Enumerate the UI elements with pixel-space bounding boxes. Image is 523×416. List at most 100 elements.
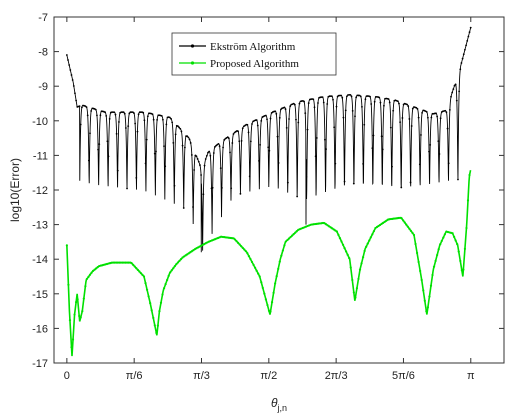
- point-ekstrom: [65, 54, 68, 56]
- point-proposed: [119, 261, 122, 264]
- point-ekstrom: [292, 102, 295, 105]
- point-proposed: [423, 299, 426, 302]
- point-ekstrom: [344, 109, 347, 112]
- point-ekstrom: [448, 108, 451, 111]
- point-ekstrom: [351, 109, 354, 112]
- point-ekstrom: [219, 167, 222, 169]
- point-ekstrom: [104, 111, 106, 114]
- point-ekstrom: [295, 118, 297, 121]
- point-ekstrom: [451, 91, 454, 94]
- point-ekstrom: [223, 139, 226, 141]
- point-proposed: [258, 275, 261, 278]
- point-ekstrom: [122, 111, 125, 114]
- point-ekstrom: [459, 68, 462, 71]
- point-proposed: [82, 297, 85, 300]
- point-ekstrom: [364, 98, 367, 101]
- point-ekstrom: [447, 162, 450, 165]
- point-proposed: [181, 256, 184, 259]
- y-tick-label: -8: [38, 47, 48, 59]
- point-proposed: [377, 224, 380, 228]
- point-ekstrom: [134, 122, 137, 125]
- point-ekstrom: [178, 126, 181, 129]
- point-ekstrom: [116, 169, 119, 172]
- point-ekstrom: [464, 48, 466, 51]
- point-ekstrom: [362, 162, 364, 165]
- legend-label-proposed: Proposed Algorithm: [210, 58, 299, 70]
- point-proposed: [167, 274, 170, 277]
- point-proposed: [281, 249, 284, 252]
- point-ekstrom: [217, 142, 220, 145]
- point-ekstrom: [142, 111, 145, 114]
- point-proposed: [369, 236, 372, 239]
- point-ekstrom: [209, 154, 212, 157]
- point-proposed: [237, 241, 240, 244]
- point-ekstrom: [86, 114, 89, 117]
- point-ekstrom: [340, 94, 342, 97]
- point-ekstrom: [277, 162, 280, 164]
- point-proposed: [145, 288, 149, 291]
- point-ekstrom: [231, 142, 234, 144]
- x-tick-label: 0: [64, 370, 70, 382]
- point-ekstrom: [313, 106, 316, 109]
- point-ekstrom: [298, 102, 301, 105]
- point-ekstrom: [383, 104, 385, 107]
- point-ekstrom: [276, 135, 279, 138]
- point-proposed: [329, 226, 332, 229]
- point-ekstrom: [455, 99, 458, 102]
- point-ekstrom: [190, 154, 193, 156]
- point-proposed: [375, 225, 379, 229]
- point-proposed: [257, 272, 260, 275]
- point-ekstrom: [317, 102, 319, 104]
- point-ekstrom: [379, 101, 382, 104]
- point-ekstrom: [411, 107, 414, 110]
- point-ekstrom: [256, 124, 259, 127]
- point-proposed: [294, 231, 297, 234]
- point-proposed: [127, 261, 130, 264]
- point-proposed: [328, 225, 331, 228]
- point-proposed: [76, 298, 79, 301]
- point-proposed: [335, 230, 338, 233]
- point-proposed: [164, 283, 167, 286]
- x-tick-label: π/3: [193, 370, 210, 382]
- y-tick-label: -12: [32, 185, 48, 197]
- point-ekstrom: [197, 160, 200, 163]
- point-proposed: [158, 310, 161, 313]
- point-ekstrom: [87, 159, 90, 162]
- point-proposed: [156, 324, 159, 327]
- point-proposed: [403, 221, 406, 224]
- point-proposed: [451, 232, 454, 235]
- point-proposed: [412, 233, 416, 237]
- point-proposed: [426, 306, 429, 309]
- point-ekstrom: [218, 145, 221, 148]
- point-proposed: [422, 289, 425, 292]
- point-ekstrom: [221, 186, 223, 189]
- point-ekstrom: [359, 95, 362, 98]
- point-ekstrom: [124, 127, 127, 129]
- point-ekstrom: [462, 53, 465, 56]
- point-ekstrom: [230, 187, 233, 190]
- y-tick-label: -13: [32, 220, 48, 232]
- point-ekstrom: [96, 114, 98, 117]
- point-ekstrom: [195, 155, 198, 158]
- point-ekstrom: [425, 110, 428, 113]
- point-ekstrom: [406, 103, 408, 106]
- point-proposed: [241, 246, 244, 249]
- point-proposed: [252, 263, 255, 266]
- point-proposed: [240, 245, 243, 248]
- point-ekstrom: [389, 126, 392, 129]
- point-proposed: [122, 261, 126, 264]
- point-ekstrom: [283, 106, 286, 109]
- point-ekstrom: [187, 136, 190, 139]
- point-ekstrom: [469, 26, 472, 29]
- point-ekstrom: [467, 35, 470, 38]
- point-proposed: [112, 261, 115, 264]
- point-ekstrom: [446, 127, 449, 130]
- point-proposed: [135, 267, 138, 270]
- point-ekstrom: [74, 92, 76, 95]
- point-ekstrom: [370, 103, 373, 105]
- point-proposed: [415, 251, 419, 255]
- point-ekstrom: [113, 111, 116, 114]
- point-proposed: [425, 310, 428, 313]
- point-proposed: [161, 293, 164, 296]
- point-ekstrom: [286, 181, 289, 184]
